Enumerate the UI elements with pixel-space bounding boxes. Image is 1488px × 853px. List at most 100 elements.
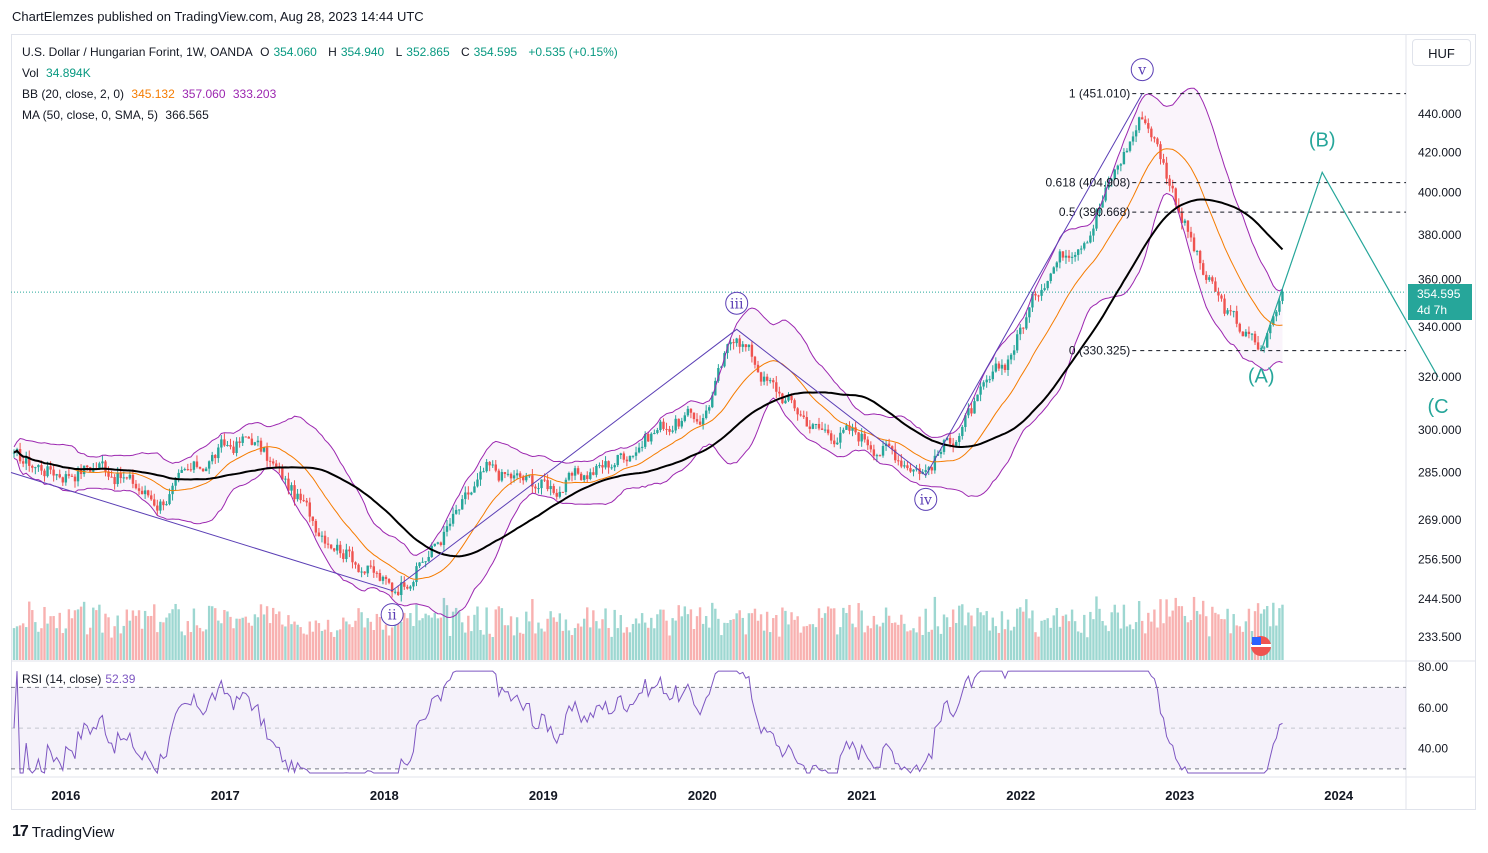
candle-body: [689, 408, 693, 413]
volume-bar: [122, 625, 125, 660]
volume-bar: [1104, 625, 1107, 660]
candle-body: [573, 468, 577, 476]
candle-body: [207, 461, 211, 469]
volume-bar: [320, 630, 324, 660]
candle-body: [787, 395, 790, 401]
candle-body: [851, 427, 854, 431]
symbol-name[interactable]: U.S. Dollar / Hungarian Forint, 1W, OAND…: [22, 45, 253, 59]
candle-body: [351, 551, 354, 563]
tradingview-logo[interactable]: 17 TradingView: [12, 823, 114, 841]
currency-button[interactable]: HUF: [1412, 39, 1471, 66]
candle-body: [564, 479, 568, 492]
candle-body: [1272, 316, 1275, 325]
candle-body: [1128, 141, 1132, 151]
candle-body: [848, 425, 851, 431]
volume-bar: [503, 625, 507, 660]
volume-bar: [741, 617, 744, 660]
candle-body: [28, 456, 31, 466]
wave-label-circle: [725, 291, 749, 315]
volume-bar: [708, 627, 711, 660]
candle-body: [799, 414, 802, 416]
time-tick-label: 2021: [847, 788, 876, 803]
volume-bar: [381, 629, 385, 660]
candle-body: [1147, 123, 1150, 129]
candle-body: [872, 449, 876, 456]
candle-body: [1095, 213, 1098, 229]
candle-body: [235, 441, 238, 454]
candle-body: [863, 433, 866, 440]
candle-body: [339, 544, 342, 554]
candle-body: [546, 480, 549, 490]
candle-body: [985, 379, 988, 383]
volume-bar: [250, 625, 254, 660]
volume-bar: [662, 609, 665, 660]
ma-label[interactable]: MA (50, close, 0, SMA, 5): [22, 108, 159, 122]
volume-bar: [430, 617, 433, 660]
candle-body: [1226, 310, 1229, 314]
candle-body: [836, 442, 839, 445]
volume-bar: [43, 606, 46, 660]
volume-bar: [494, 609, 497, 660]
candle-body: [381, 576, 385, 581]
volume-bar: [656, 614, 659, 660]
rsi-label[interactable]: RSI (14, close): [22, 672, 102, 686]
candle-body: [1198, 250, 1202, 264]
volume-label[interactable]: Vol: [22, 66, 39, 80]
volume-bar: [445, 605, 449, 660]
candle-body: [610, 467, 613, 469]
candle-body: [1241, 331, 1245, 337]
volume-bar: [198, 627, 202, 660]
volume-bar: [92, 607, 95, 660]
price-tick-label: 420.000: [1418, 145, 1462, 159]
candle-body: [427, 556, 430, 562]
volume-bar: [220, 623, 223, 660]
candle-body: [451, 513, 455, 524]
volume-bar: [781, 607, 784, 660]
volume-bar: [290, 624, 293, 660]
volume-bar: [12, 628, 16, 660]
candle-body: [113, 477, 116, 485]
volume-bar: [1278, 608, 1281, 660]
candle-body: [1229, 310, 1232, 312]
volume-bar: [308, 621, 311, 660]
price-tick-label: 360.000: [1418, 273, 1462, 287]
volume-bar: [238, 618, 241, 660]
candle-body: [1025, 317, 1028, 329]
candle-body: [701, 418, 705, 425]
volume-bar: [561, 630, 565, 660]
candle-body: [323, 535, 327, 544]
candle-body: [384, 576, 388, 580]
volume-bar: [1272, 602, 1275, 660]
candle-body: [1183, 220, 1187, 223]
candle-body: [1144, 119, 1147, 124]
candle-body: [561, 491, 565, 493]
volume-bar: [799, 632, 802, 660]
volume-bar: [305, 634, 308, 660]
volume-bar: [778, 636, 781, 660]
candle-body: [1211, 277, 1214, 282]
volume-bar: [278, 611, 281, 660]
candle-body: [473, 486, 476, 493]
volume-bar: [1229, 633, 1232, 660]
candle-body: [717, 368, 720, 381]
volume-bar: [134, 615, 138, 660]
volume-bar: [1064, 614, 1068, 660]
volume-bar: [979, 612, 982, 660]
candle-body: [119, 473, 122, 479]
candle-body: [945, 437, 949, 441]
volume-bar: [1177, 606, 1180, 660]
wave-label-circle: [380, 603, 404, 627]
volume-bar: [915, 632, 918, 660]
bb-label[interactable]: BB (20, close, 2, 0): [22, 87, 125, 101]
volume-bar: [259, 604, 263, 660]
chart-frame: [11, 34, 1476, 810]
candle-body: [1003, 364, 1007, 370]
volume-bar: [314, 620, 318, 660]
volume-bar: [1122, 604, 1126, 660]
bb-upper-line: [13, 87, 1283, 556]
candle-body: [229, 444, 232, 447]
candle-body: [198, 466, 202, 469]
volume-bar: [796, 616, 799, 660]
volume-bar: [592, 610, 595, 660]
